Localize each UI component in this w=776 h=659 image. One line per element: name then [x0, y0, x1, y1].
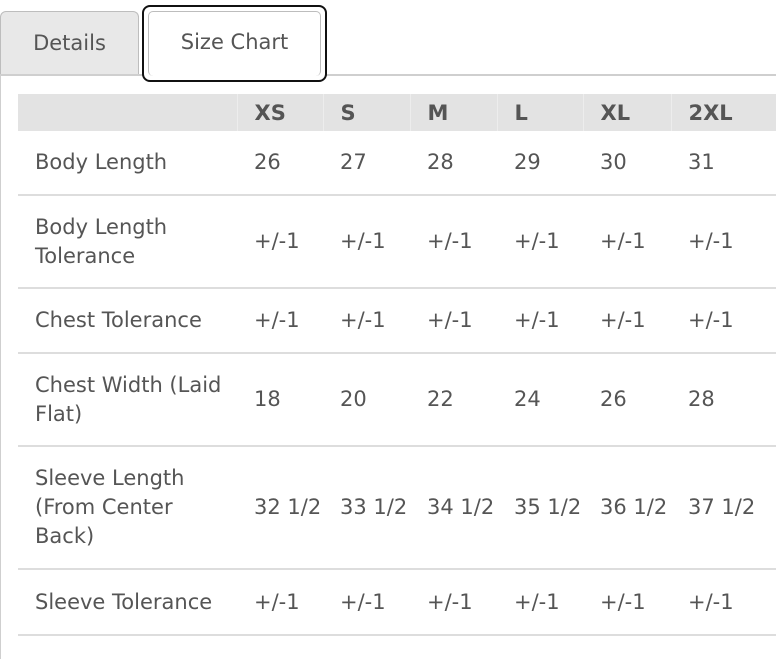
table-cell: 27: [323, 131, 410, 196]
table-cell: 28: [671, 353, 776, 447]
tab-size-chart-inner: Size Chart: [148, 11, 321, 76]
table-cell: 22: [410, 353, 497, 447]
table-row: Sleeve Tolerance +/-1 +/-1 +/-1 +/-1 +/-…: [18, 569, 776, 636]
table-row: Chest Tolerance +/-1 +/-1 +/-1 +/-1 +/-1…: [18, 288, 776, 354]
tab-details-label: Details: [33, 30, 106, 55]
row-label: Sleeve Length (From Center Back): [18, 446, 237, 570]
table-cell: +/-1: [497, 288, 583, 354]
table-cell: 37 1/2: [671, 446, 776, 570]
table-cell: 18: [237, 353, 323, 447]
table-cell: +/-1: [497, 195, 583, 289]
header-size-m: M: [410, 94, 498, 131]
header-size-l: L: [497, 94, 584, 131]
table-cell: +/-1: [237, 195, 323, 289]
table-cell: +/-1: [497, 569, 583, 636]
header-label-column: [18, 94, 238, 131]
table-cell: +/-1: [671, 569, 776, 636]
row-label: Body Length: [18, 131, 237, 196]
table-cell: 26: [583, 353, 671, 447]
table-cell: 26: [237, 131, 323, 196]
row-label: Body Length Tolerance: [18, 195, 237, 289]
table-cell: +/-1: [583, 569, 671, 636]
table-cell: 32 1/2: [237, 446, 323, 570]
table-row: Body Length 26 27 28 29 30 31: [18, 131, 776, 196]
header-size-s: S: [323, 94, 411, 131]
table-cell: +/-1: [671, 288, 776, 354]
header-size-xl: XL: [583, 94, 672, 131]
table-row: Chest Width (Laid Flat) 18 20 22 24 26 2…: [18, 353, 776, 447]
table-cell: +/-1: [410, 195, 497, 289]
table-cell: +/-1: [323, 569, 410, 636]
table-cell: +/-1: [323, 195, 410, 289]
size-chart-panel: XS S M L XL 2XL Body Length 26 27 28 29 …: [0, 74, 776, 659]
tab-size-chart[interactable]: Size Chart: [142, 5, 327, 82]
table-cell: 24: [497, 353, 583, 447]
row-label: Chest Tolerance: [18, 288, 237, 354]
table-cell: 35 1/2: [497, 446, 583, 570]
table-cell: 33 1/2: [323, 446, 410, 570]
table-cell: +/-1: [237, 288, 323, 354]
table-cell: 28: [410, 131, 497, 196]
table-row: Body Length Tolerance +/-1 +/-1 +/-1 +/-…: [18, 195, 776, 289]
table-cell: +/-1: [671, 195, 776, 289]
table-cell: +/-1: [323, 288, 410, 354]
table-cell: +/-1: [237, 569, 323, 636]
table-header-row: XS S M L XL 2XL: [18, 94, 776, 131]
row-label: Sleeve Tolerance: [18, 569, 237, 636]
table-cell: +/-1: [583, 288, 671, 354]
table-cell: 30: [583, 131, 671, 196]
table-cell: 20: [323, 353, 410, 447]
table-cell: 31: [671, 131, 776, 196]
table-cell: +/-1: [583, 195, 671, 289]
table-row: Sleeve Length (From Center Back) 32 1/2 …: [18, 446, 776, 570]
header-size-xs: XS: [237, 94, 324, 131]
table-cell: 34 1/2: [410, 446, 497, 570]
row-label: Chest Width (Laid Flat): [18, 353, 237, 447]
table-cell: 29: [497, 131, 583, 196]
tab-size-chart-label: Size Chart: [180, 30, 289, 54]
table-cell: 36 1/2: [583, 446, 671, 570]
size-chart-table: XS S M L XL 2XL Body Length 26 27 28 29 …: [18, 94, 776, 636]
table-cell: +/-1: [410, 569, 497, 636]
tab-details[interactable]: Details: [0, 11, 139, 75]
table-cell: +/-1: [410, 288, 497, 354]
header-size-2xl: 2XL: [671, 94, 776, 131]
